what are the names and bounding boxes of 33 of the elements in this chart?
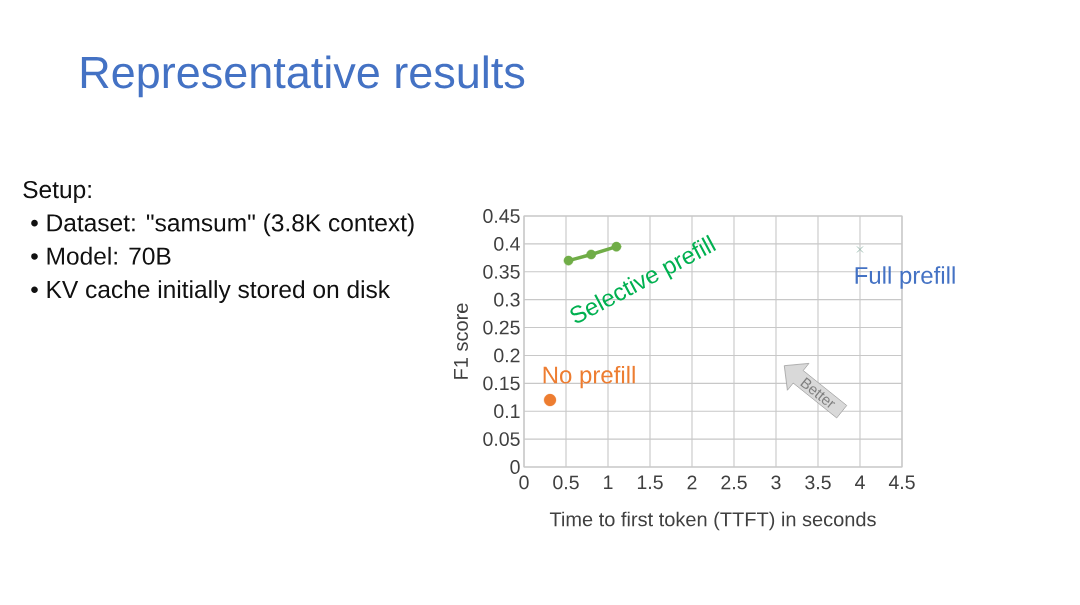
text: • KV cache initially stored on disk [31, 280, 391, 303]
point [563, 255, 574, 266]
y-tick-label: 0.2 [494, 348, 520, 363]
y-tick-label: 0.45 [483, 209, 520, 223]
y-axis-title: F1 score [454, 303, 468, 379]
y-tick-label: 0.15 [483, 376, 520, 391]
chart-title: Representative results [81, 55, 525, 98]
y-tick-label: 0 [510, 460, 520, 474]
point [543, 393, 557, 407]
x-axis-title: Time to first token (TTFT) in seconds [549, 511, 876, 531]
series-label: No prefill [543, 365, 635, 389]
point [586, 249, 597, 260]
text: Setup: [23, 180, 91, 204]
x-tick-label: 2.5 [721, 475, 747, 490]
y-tick-label: 0.4 [494, 236, 520, 251]
text: • Dataset: "samsum" (3.8K context) [31, 213, 414, 237]
series-label: Full prefill [855, 266, 955, 289]
x-tick-label: 3 [771, 475, 781, 490]
x-tick-label: 4.5 [888, 475, 915, 490]
x-tick-label: 3.5 [805, 475, 831, 490]
point [856, 246, 864, 253]
y-tick-label: 0.35 [483, 264, 520, 279]
x-tick-label: 2 [687, 475, 697, 490]
y-tick-label: 0.3 [494, 292, 520, 307]
y-tick-label: 0.25 [483, 320, 520, 335]
text: • Model: 70B [31, 246, 171, 265]
x-tick-label: 4 [855, 475, 865, 489]
point [611, 241, 622, 252]
x-tick-label: 1.5 [637, 475, 663, 490]
y-tick-label: 0.05 [483, 432, 520, 447]
y-tick-label: 0.1 [494, 404, 520, 419]
x-tick-label: 0.5 [553, 475, 579, 490]
x-tick-label: 1 [604, 475, 613, 489]
